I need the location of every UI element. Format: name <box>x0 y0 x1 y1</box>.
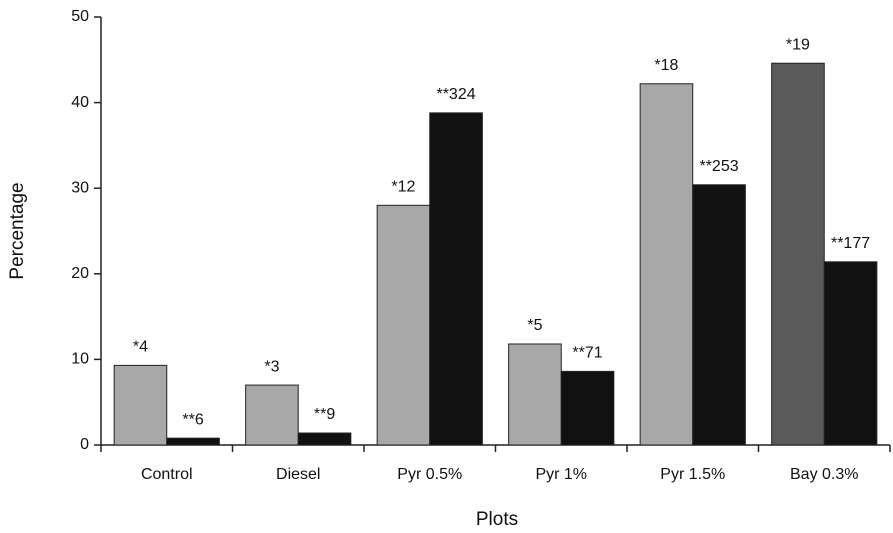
y-tick-label: 10 <box>71 351 89 368</box>
y-tick-label: 50 <box>71 8 89 25</box>
bar-annotation: *4 <box>133 339 148 356</box>
y-tick-label: 0 <box>80 436 89 453</box>
bar-annotation: *5 <box>527 317 542 334</box>
bar <box>297 432 352 446</box>
y-tick-label: 30 <box>71 179 89 196</box>
bar <box>376 204 431 446</box>
bar <box>429 112 483 446</box>
y-axis-title: Percentage <box>7 182 28 279</box>
bar-annotation: *19 <box>786 36 810 53</box>
bar <box>560 370 615 446</box>
bar <box>771 62 825 446</box>
bar <box>245 384 299 446</box>
bar-annotation: **6 <box>182 411 203 428</box>
x-tick-label: Diesel <box>276 466 320 483</box>
x-tick-label: Pyr 0.5% <box>397 466 462 483</box>
bar <box>166 437 220 446</box>
bar <box>113 364 168 446</box>
x-tick-label: Bay 0.3% <box>790 466 858 483</box>
x-tick-label: Pyr 1.5% <box>660 466 725 483</box>
bar-annotation: **324 <box>436 86 475 103</box>
bar-annotation: *12 <box>391 179 415 196</box>
x-tick-label: Control <box>141 466 193 483</box>
x-axis-title: Plots <box>476 509 518 530</box>
bar-annotation: *18 <box>654 57 678 74</box>
x-tick-label: Pyr 1% <box>535 466 587 483</box>
bar-annotation: **253 <box>699 158 738 175</box>
bar-annotation: **9 <box>314 406 335 423</box>
bar-annotation: **71 <box>572 345 602 362</box>
bar-annotation: *3 <box>264 358 279 375</box>
y-tick-label: 20 <box>71 265 89 282</box>
bar-annotation: **177 <box>831 235 870 252</box>
y-tick-label: 40 <box>71 94 89 111</box>
bar <box>508 343 562 446</box>
bar <box>823 261 878 446</box>
bar <box>692 184 746 446</box>
bar <box>639 83 694 446</box>
